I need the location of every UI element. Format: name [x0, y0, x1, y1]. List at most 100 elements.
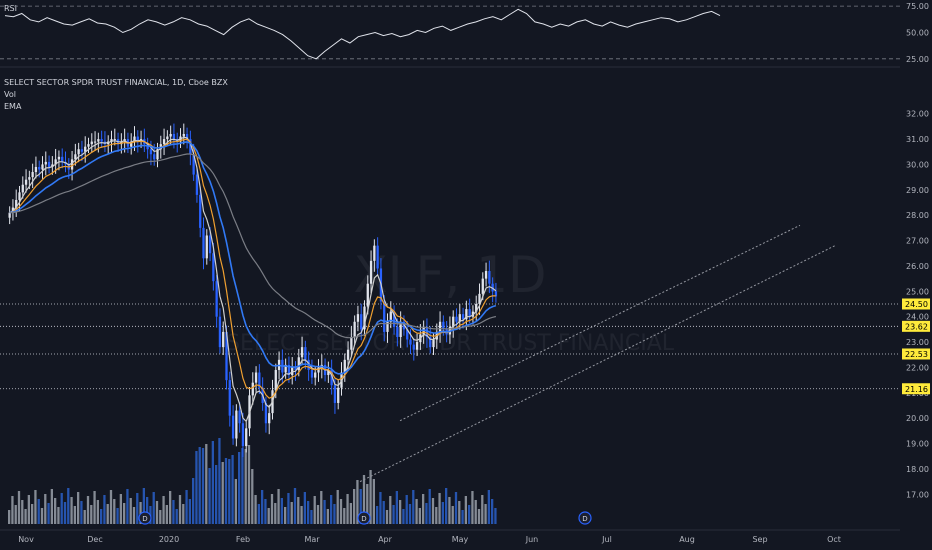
volume-bar — [484, 504, 487, 524]
candle-body — [343, 359, 346, 373]
candle-body — [218, 316, 222, 348]
candle-body — [15, 199, 18, 208]
volume-bar — [169, 491, 172, 524]
candle-body — [284, 364, 287, 373]
time-axis-label: Jul — [601, 535, 612, 544]
candle-body — [245, 428, 248, 447]
volume-bar — [385, 510, 389, 524]
candle-body — [172, 133, 176, 140]
volume-bar — [247, 445, 251, 524]
volume-bar — [152, 492, 155, 524]
candle-body — [222, 331, 225, 348]
candle-body — [93, 141, 97, 143]
price-tick-label: 24.00 — [906, 313, 929, 322]
volume-bar — [198, 447, 201, 524]
volume-bar — [353, 489, 356, 524]
volume-bar — [228, 459, 231, 524]
candle-body — [386, 321, 389, 332]
candle-body — [153, 154, 156, 160]
candle-body — [346, 349, 350, 360]
candle-body — [208, 235, 212, 254]
candle-body — [18, 192, 21, 200]
volume-bar — [201, 448, 205, 524]
candle-body — [360, 314, 363, 330]
volume-bar — [468, 505, 471, 524]
price-tag-label: 22.53 — [905, 350, 928, 359]
volume-bar — [261, 490, 264, 524]
volume-bar — [244, 449, 247, 524]
watermark-symbol: XLF, 1D — [354, 246, 547, 304]
volume-bar — [336, 490, 339, 524]
volume-bar — [422, 494, 425, 524]
candle-body — [182, 133, 185, 137]
volume-bar — [481, 495, 484, 524]
volume-bar — [178, 495, 182, 524]
volume-bar — [139, 502, 142, 524]
volume-bar — [359, 489, 362, 524]
candle-body — [110, 139, 113, 142]
volume-bar — [165, 505, 168, 524]
volume-bar — [346, 494, 349, 524]
candle-body — [31, 172, 34, 178]
candle-body — [458, 314, 461, 322]
candle-body — [235, 410, 238, 439]
volume-bar — [491, 499, 494, 524]
volume-bar — [372, 479, 375, 524]
volume-bar — [234, 479, 237, 524]
volume-bar — [142, 488, 145, 524]
time-axis-label: Oct — [827, 535, 841, 544]
candle-body — [392, 311, 396, 327]
candle-body — [406, 329, 409, 340]
price-tick-label: 31.00 — [906, 135, 929, 144]
price-tick-label: 22.00 — [906, 363, 929, 372]
candle-body — [468, 309, 471, 317]
symbol-header[interactable]: SELECT SECTOR SPDR TRUST FINANCIAL, 1D, … — [4, 78, 228, 87]
indicator-ema[interactable]: EMA — [4, 102, 22, 111]
volume-bar — [185, 490, 188, 524]
volume-bar — [408, 504, 412, 524]
candle-body — [41, 164, 44, 170]
candle-body — [38, 166, 41, 170]
volume-bar — [339, 499, 343, 524]
price-tag-bg — [902, 320, 930, 332]
candle-body — [396, 326, 399, 337]
volume-bar — [293, 488, 297, 524]
volume-bar — [307, 501, 310, 524]
candle-body — [297, 357, 300, 370]
volume-bar — [448, 497, 451, 524]
volume-bar — [251, 469, 254, 524]
candle-body — [47, 161, 51, 167]
volume-bar — [477, 509, 481, 524]
volume-bar — [77, 492, 80, 524]
candle-body — [90, 141, 93, 145]
volume-bar — [129, 498, 132, 524]
candle-body — [251, 382, 254, 396]
volume-bar — [100, 509, 103, 524]
candle-body — [258, 372, 261, 388]
candle-body — [162, 139, 166, 145]
candle-body — [169, 133, 172, 137]
volume-bar — [323, 500, 326, 524]
volume-bar — [264, 499, 267, 524]
volume-bar — [425, 503, 428, 524]
price-tick-label: 18.00 — [906, 465, 929, 474]
candle-body — [166, 136, 169, 140]
candle-body — [461, 314, 465, 320]
volume-bar — [192, 478, 195, 524]
indicator-vol[interactable]: Vol — [4, 90, 16, 99]
volume-bar — [90, 505, 93, 524]
candle-body — [291, 367, 294, 376]
volume-bar — [326, 509, 329, 524]
volume-bar — [8, 510, 11, 524]
candle-body — [199, 194, 202, 228]
price-tag-label: 21.16 — [905, 385, 928, 394]
candle-body — [310, 369, 314, 378]
candle-body — [225, 331, 228, 381]
volume-bar — [123, 503, 126, 524]
volume-bar — [290, 502, 293, 524]
price-tag-label: 23.62 — [905, 322, 928, 331]
trendline-lower — [359, 245, 836, 483]
volume-bar — [34, 490, 37, 524]
volume-bar — [277, 489, 280, 524]
